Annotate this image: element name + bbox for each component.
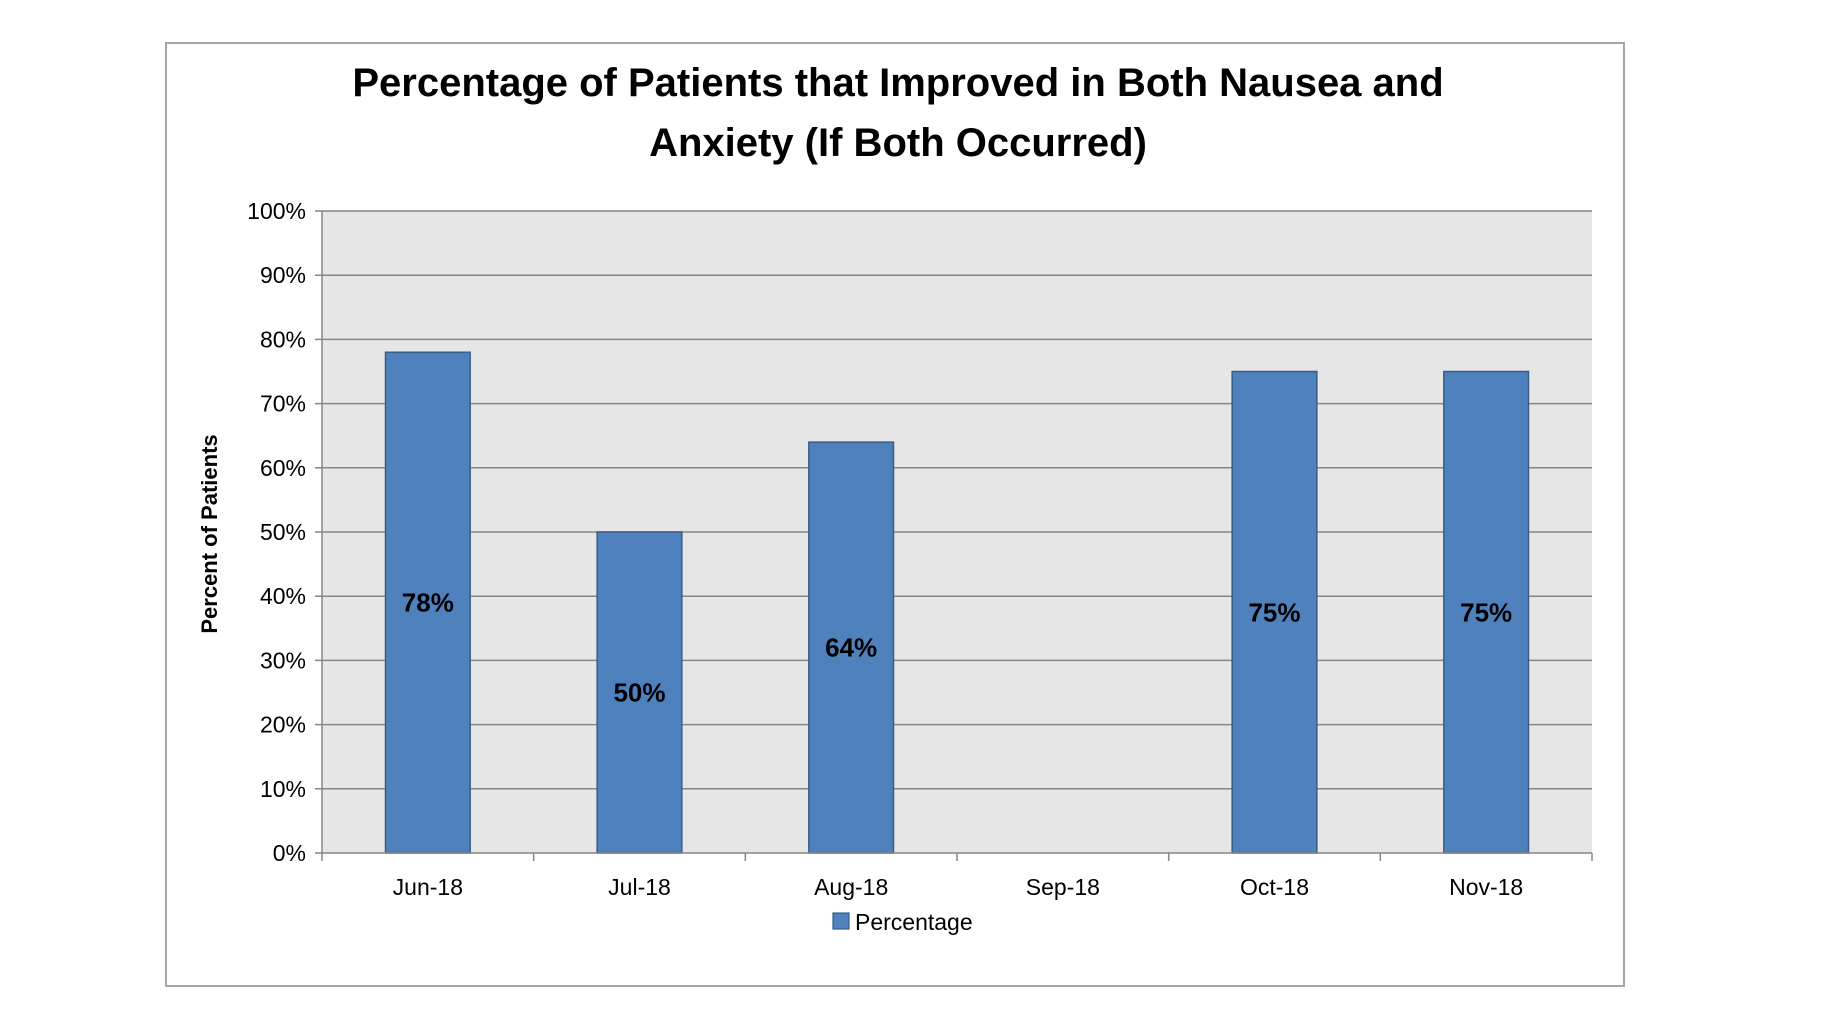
x-tick-label: Sep-18 bbox=[1026, 874, 1100, 900]
legend: Percentage bbox=[832, 909, 973, 935]
y-tick-label: 20% bbox=[260, 712, 306, 738]
x-tick-label: Aug-18 bbox=[814, 874, 888, 900]
chart-title-line-2: Anxiety (If Both Occurred) bbox=[649, 121, 1147, 165]
x-tick-label: Jul-18 bbox=[608, 874, 671, 900]
data-labels: 78% 50% 64% 75% 75% bbox=[402, 588, 1512, 708]
data-label: 50% bbox=[613, 678, 665, 708]
y-tick-label: 100% bbox=[247, 198, 306, 224]
gridlines bbox=[322, 210, 1592, 790]
x-tick-label: Nov-18 bbox=[1449, 874, 1523, 900]
bar bbox=[808, 441, 895, 854]
bar-chart: Percentage of Patients that Improved in … bbox=[197, 61, 1593, 935]
data-label: 75% bbox=[1460, 597, 1512, 627]
y-tick-label: 50% bbox=[260, 519, 306, 545]
y-tick-label: 60% bbox=[260, 455, 306, 481]
chart-frame: Percentage of Patients that Improved in … bbox=[165, 42, 1625, 987]
legend-swatch bbox=[832, 912, 850, 930]
data-label: 75% bbox=[1248, 597, 1300, 627]
x-axis: Jun-18 Jul-18 Aug-18 Sep-18 Oct-18 Nov-18 bbox=[321, 852, 1593, 900]
y-axis: 0% 10% 20% 30% 40% 50% 60% 70% 80% 90% 100% bbox=[247, 198, 323, 866]
chart-title-line-1: Percentage of Patients that Improved in … bbox=[352, 61, 1443, 105]
legend-label: Percentage bbox=[855, 909, 973, 935]
y-tick-label: 90% bbox=[260, 262, 306, 288]
bar bbox=[384, 351, 471, 854]
y-axis-title: Percent of Patients bbox=[197, 434, 222, 633]
y-tick-label: 30% bbox=[260, 647, 306, 673]
y-tick-label: 0% bbox=[273, 840, 306, 866]
bar bbox=[596, 531, 683, 854]
bars bbox=[384, 351, 1530, 854]
y-tick-label: 40% bbox=[260, 583, 306, 609]
data-label: 78% bbox=[402, 588, 454, 618]
y-tick-label: 10% bbox=[260, 776, 306, 802]
data-label: 64% bbox=[825, 633, 877, 663]
x-tick-label: Jun-18 bbox=[393, 874, 463, 900]
y-tick-label: 70% bbox=[260, 391, 306, 417]
chart-title: Percentage of Patients that Improved in … bbox=[352, 61, 1443, 165]
y-tick-label: 80% bbox=[260, 326, 306, 352]
bar bbox=[1443, 370, 1530, 854]
x-tick-label: Oct-18 bbox=[1240, 874, 1309, 900]
